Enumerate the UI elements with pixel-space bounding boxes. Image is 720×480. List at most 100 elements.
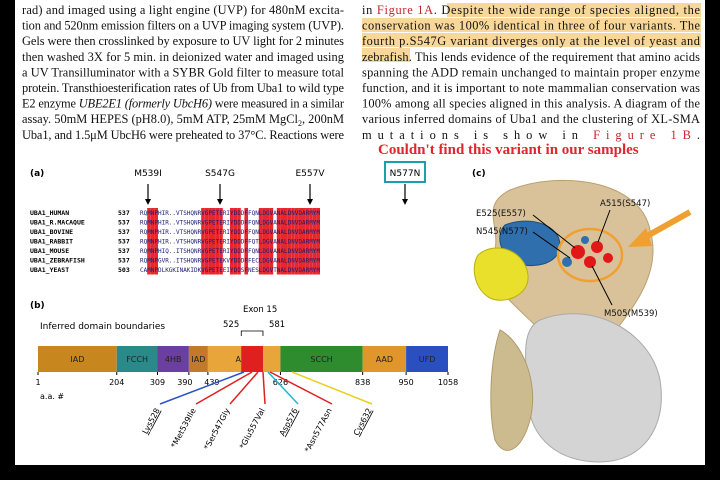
text-run: . <box>697 128 700 142</box>
conserved-column <box>262 208 266 275</box>
text-run: then washed 3X for 5 min. in deionized w… <box>22 50 344 64</box>
residue-label: M505(M539) <box>604 309 658 319</box>
text-line: spanning the ADD remain unchanged to mai… <box>362 65 701 79</box>
text-run: 2 <box>298 119 302 128</box>
mutation-label: S547G <box>205 169 235 179</box>
boundary-label: 390 <box>177 378 192 387</box>
conserved-column <box>269 208 274 275</box>
panel-label: (a) <box>30 169 44 179</box>
conserved-column <box>305 208 310 275</box>
text-run: fourth p.S547G variant diverges only at … <box>362 34 701 48</box>
highlight <box>362 33 701 47</box>
text-line: a UV Transilluminator with a SYBR Gold f… <box>22 65 345 79</box>
subtitle: Inferred domain boundaries <box>40 322 165 332</box>
mutation-label: E557V <box>295 169 325 179</box>
arrow-head <box>145 199 151 205</box>
domain <box>38 346 117 372</box>
species-name: UBA1_HUMAN <box>30 209 69 217</box>
boundary-label: 309 <box>150 378 165 387</box>
domain-label: FCCH <box>126 355 148 364</box>
variant-line <box>159 371 245 405</box>
domain <box>406 346 448 372</box>
conserved-column <box>294 208 299 275</box>
sequence: RQMNPHIR..VTSHQNRVGPETERIYDDDFFQNLDGVANA… <box>140 210 320 217</box>
text-run: This lends evidence of the requirement t… <box>412 50 700 64</box>
text-run: Uba1, and 1.5μM UbcH6 were preheated to … <box>22 128 345 142</box>
conserved-column <box>287 208 292 275</box>
text-run: , 200nM <box>302 112 344 126</box>
conserved-column <box>276 208 281 275</box>
arrow-head <box>402 199 408 205</box>
arrow-head <box>217 199 223 205</box>
panel-label: (b) <box>30 301 45 311</box>
conserved-column <box>316 208 320 275</box>
sequence: RQMNPHIR..VTSHQNRVGPETERIYDDDFFQNLDGVANA… <box>140 229 320 236</box>
species-name: UBA1_ZEBRAFISH <box>30 257 85 265</box>
species-name: UBA1_R.MACAQUE <box>30 219 85 227</box>
boundary-label: 838 <box>355 378 370 387</box>
text-run: assay. 50mM HEPES (pH8.0), 5mM ATP, 25mM… <box>22 112 298 126</box>
text-run: conservation was 100% identical in three… <box>362 19 701 33</box>
boundary-label: 626 <box>273 378 288 387</box>
text-run: protein. Transthioesterification rates o… <box>22 81 345 95</box>
conserved-column <box>258 208 263 275</box>
text-line: Gels were then crosslinked by exposure t… <box>22 34 344 48</box>
start-position: 537 <box>118 219 130 227</box>
conserved-column <box>212 208 216 275</box>
text-line: Uba1, and 1.5μM UbcH6 were preheated to … <box>22 128 345 142</box>
text-line: protein. Transthioesterification rates o… <box>22 81 345 95</box>
conserved-column <box>309 208 313 275</box>
mutation-label: N577N <box>390 169 421 179</box>
text-line: fourth p.S547G variant diverges only at … <box>362 34 701 48</box>
conserved-column <box>230 208 234 275</box>
residue-label: A515(S547) <box>600 199 650 209</box>
start-position: 537 <box>118 257 130 265</box>
boundary-label: 950 <box>398 378 413 387</box>
residue-label: E525(E557) <box>476 209 526 219</box>
sequence: CAMNPDLKGKINAKIDKVGPETEEIYDDSFNESLDGVTNA… <box>140 267 320 274</box>
variant-line <box>269 371 333 405</box>
sequence: RQMNPGVR..ITSHQNRVGPETEKVYDDDFFECLDGVANA… <box>140 258 320 265</box>
domain-label: 4HB <box>165 355 182 364</box>
start-position: 537 <box>118 247 130 255</box>
text-run: rad) and imaged using a light engine (UV… <box>22 3 344 17</box>
domain-label: IAD <box>191 355 205 364</box>
text-run: Despite the wide range of species aligne… <box>441 3 700 17</box>
arrow-head <box>307 199 313 205</box>
text-run: in <box>362 3 376 17</box>
variant-line <box>291 371 373 405</box>
text-run: . <box>434 3 441 17</box>
panel-label: (c) <box>472 169 486 179</box>
start-position: 537 <box>118 209 130 217</box>
conserved-column <box>312 208 317 275</box>
text-run: Figure 1B <box>593 128 691 142</box>
residue-label: N545(N577) <box>476 227 528 237</box>
text-run: various inferred domains of Uba1 and the… <box>362 112 700 126</box>
conserved-column <box>298 208 302 275</box>
highlight <box>362 18 701 32</box>
domain-label: AAD <box>376 355 393 364</box>
variant-box <box>384 161 426 183</box>
exon-start: 525 <box>223 320 239 330</box>
text-run: Figure 1A <box>377 3 433 17</box>
protein-structure <box>473 179 692 463</box>
conserved-column <box>150 208 155 275</box>
text-run: E2 enzyme <box>22 97 79 111</box>
text-run: a UV Transilluminator with a SYBR Gold f… <box>22 65 345 79</box>
variant-line <box>262 371 266 405</box>
axis-label: a.a. # <box>40 392 64 401</box>
conserved-column <box>154 208 158 275</box>
text-run: 100% among all species aligned in this a… <box>362 97 701 111</box>
conserved-column <box>291 208 295 275</box>
text-line: E2 enzyme UBE2E1 (formerly UbcH6) were m… <box>22 97 345 111</box>
boundary-label: 439 <box>204 378 219 387</box>
text-run: Gels were then crosslinked by exposure t… <box>22 34 344 48</box>
boundary-label: 204 <box>109 378 124 387</box>
domain <box>362 346 407 372</box>
text-line: zebrafish. This lends evidence of the re… <box>362 50 700 64</box>
text-line: assay. 50mM HEPES (pH8.0), 5mM ATP, 25mM… <box>22 112 344 128</box>
variant-line <box>195 371 253 405</box>
start-position: 537 <box>118 228 130 236</box>
text-line: rad) and imaged using a light engine (UV… <box>22 3 344 17</box>
conserved-column <box>266 208 270 275</box>
